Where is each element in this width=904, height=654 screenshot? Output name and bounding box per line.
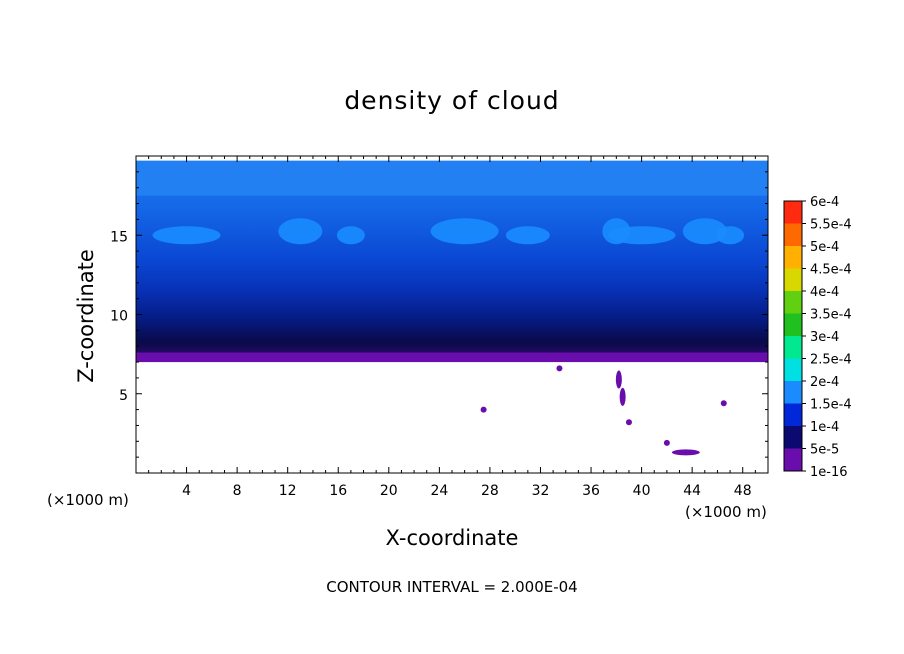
- x-tick-label: 44: [683, 483, 701, 499]
- colorbar-swatch: [784, 223, 802, 246]
- colorbar-swatch: [784, 336, 802, 359]
- x-tick-label: 20: [380, 483, 398, 499]
- colorbar-label: 2.5e-4: [810, 353, 852, 368]
- y-tick-label: 10: [110, 309, 128, 325]
- colorbar-label: 1e-4: [810, 420, 839, 435]
- cloud-upper-layer: [136, 160, 768, 196]
- x-axis-label: X-coordinate: [385, 526, 519, 550]
- colorbar-label: 5.5e-4: [810, 218, 852, 233]
- cloud-base-layer: [136, 352, 768, 363]
- chart-title: density of cloud: [344, 86, 560, 115]
- cloud-fragment: [619, 387, 626, 406]
- x-tick-label: 8: [233, 483, 242, 499]
- x-tick-label: 4: [182, 483, 191, 499]
- y-tick-label: 5: [119, 388, 128, 404]
- colorbar-swatch: [784, 201, 802, 224]
- y-tick-label: 15: [110, 229, 128, 245]
- y-axis-unit: (×1000 m): [47, 491, 129, 509]
- cloud-patch: [607, 226, 676, 245]
- colorbar-swatch: [784, 381, 802, 404]
- colorbar-label: 3e-4: [810, 330, 839, 345]
- colorbar-label: 1.5e-4: [810, 398, 852, 413]
- cloud-patch: [336, 226, 365, 245]
- cloud-patch: [152, 226, 221, 245]
- colorbar-label: 6e-4: [810, 195, 839, 210]
- colorbar-label: 2e-4: [810, 375, 839, 390]
- cloud-patch: [278, 218, 323, 245]
- x-tick-label: 48: [734, 483, 752, 499]
- contour-interval-note: CONTOUR INTERVAL = 2.000E-04: [326, 578, 578, 596]
- cloud-patch: [716, 226, 745, 245]
- x-tick-label: 24: [430, 483, 448, 499]
- colorbar-label: 4.5e-4: [810, 263, 852, 278]
- colorbar-label: 1e-16: [810, 465, 848, 480]
- colorbar-swatch: [784, 268, 802, 291]
- cloud-fragment: [663, 439, 670, 446]
- cloud-fragment: [556, 365, 563, 372]
- colorbar-swatch: [784, 291, 802, 314]
- cloud-patch: [505, 226, 550, 245]
- colorbar-swatch: [784, 358, 802, 381]
- x-axis-unit: (×1000 m): [685, 503, 767, 521]
- colorbar-label: 4e-4: [810, 285, 839, 300]
- colorbar-swatch: [784, 448, 802, 471]
- cloud-fragment: [615, 370, 622, 389]
- x-tick-label: 16: [329, 483, 347, 499]
- colorbar-swatch: [784, 426, 802, 449]
- colorbar-label: 5e-4: [810, 240, 839, 255]
- x-tick-label: 40: [633, 483, 651, 499]
- x-tick-label: 36: [582, 483, 600, 499]
- colorbar-label: 5e-5: [810, 443, 839, 458]
- colorbar-swatch: [784, 403, 802, 426]
- colorbar-label: 3.5e-4: [810, 308, 852, 323]
- x-tick-label: 28: [481, 483, 499, 499]
- x-tick-label: 32: [532, 483, 550, 499]
- x-tick-label: 12: [279, 483, 297, 499]
- colorbar-swatch: [784, 313, 802, 336]
- cloud-fragment: [480, 406, 487, 413]
- cloud-patch: [682, 218, 727, 245]
- cloud-fragment: [625, 419, 632, 426]
- cloud-fragment: [671, 449, 700, 456]
- cloud-patch: [430, 218, 499, 245]
- colorbar-swatch: [784, 246, 802, 269]
- cloud-fragment: [720, 400, 727, 407]
